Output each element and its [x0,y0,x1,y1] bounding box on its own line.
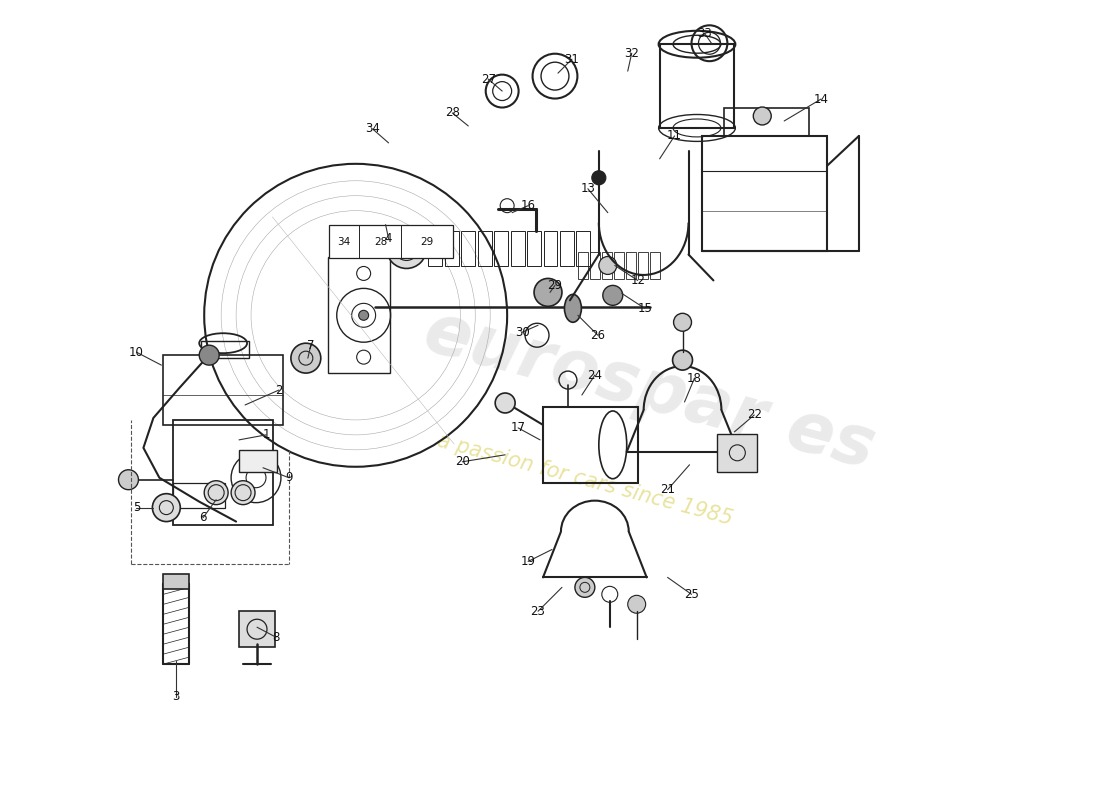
Text: 29: 29 [420,237,433,246]
Text: 20: 20 [455,455,470,468]
Circle shape [603,286,623,306]
Ellipse shape [205,481,228,505]
Text: 12: 12 [630,274,646,287]
Text: 25: 25 [684,588,699,601]
Text: 7: 7 [307,338,315,352]
Text: 4: 4 [385,232,393,245]
Bar [703,136,827,250]
Text: 10: 10 [129,346,144,358]
Circle shape [592,170,606,185]
Text: 32: 32 [625,46,639,60]
Circle shape [673,314,692,331]
Bar [576,230,591,266]
Text: 3: 3 [173,690,180,703]
Text: 26: 26 [591,329,605,342]
Bar [174,420,273,525]
Text: 18: 18 [688,371,702,385]
Bar [650,251,660,279]
Circle shape [199,345,219,365]
Text: 5: 5 [133,501,140,514]
Bar [614,251,624,279]
Bar [239,450,277,472]
Text: 34: 34 [337,237,350,246]
Bar [638,251,648,279]
Bar [510,230,525,266]
Bar [543,230,558,266]
Circle shape [153,494,180,522]
Text: 11: 11 [667,130,682,142]
Text: 22: 22 [747,409,762,422]
Bar [725,108,810,136]
Text: 15: 15 [637,302,652,315]
Ellipse shape [564,294,582,322]
Ellipse shape [231,481,255,505]
Circle shape [119,470,139,490]
Bar [660,44,735,128]
Bar [602,251,612,279]
Bar [477,230,492,266]
Text: eurospar es: eurospar es [417,298,882,482]
Bar [527,230,541,266]
Text: 14: 14 [814,93,828,106]
Text: 8: 8 [273,630,279,644]
Circle shape [535,278,562,306]
Text: 13: 13 [581,182,595,195]
Text: 9: 9 [285,471,293,484]
Text: 24: 24 [587,369,603,382]
Text: 1: 1 [262,428,270,442]
Text: 34: 34 [365,122,381,135]
Bar [428,230,442,266]
Bar [461,230,475,266]
Text: 27: 27 [481,73,496,86]
Circle shape [754,107,771,125]
Text: 16: 16 [520,199,536,212]
Text: 30: 30 [515,326,529,338]
Bar [444,230,459,266]
Text: 21: 21 [660,483,675,496]
Bar [590,251,600,279]
Circle shape [495,393,515,413]
Text: 2: 2 [275,383,283,397]
Text: 28: 28 [444,106,460,119]
Circle shape [290,343,321,373]
Bar [494,230,508,266]
Circle shape [359,310,369,320]
Bar [543,407,638,482]
Bar [239,611,275,647]
Circle shape [727,442,747,462]
Text: 6: 6 [199,511,207,524]
Circle shape [386,229,427,269]
Text: 28: 28 [374,237,387,246]
Bar [163,355,283,425]
Text: 19: 19 [520,555,536,568]
Text: 17: 17 [510,422,526,434]
Text: 23: 23 [530,605,546,618]
Text: 31: 31 [564,53,580,66]
Circle shape [628,595,646,614]
Circle shape [575,578,595,598]
Bar [578,251,587,279]
Bar [717,434,757,472]
Bar [201,342,249,358]
Circle shape [672,350,693,370]
Bar [163,574,189,590]
Bar [174,482,226,508]
Bar [560,230,574,266]
Text: 33: 33 [697,26,712,40]
Text: a passion for cars since 1985: a passion for cars since 1985 [434,430,735,529]
Circle shape [598,257,617,274]
Bar [329,225,453,258]
Text: 29: 29 [548,279,562,292]
Bar [328,258,389,373]
Bar [626,251,636,279]
